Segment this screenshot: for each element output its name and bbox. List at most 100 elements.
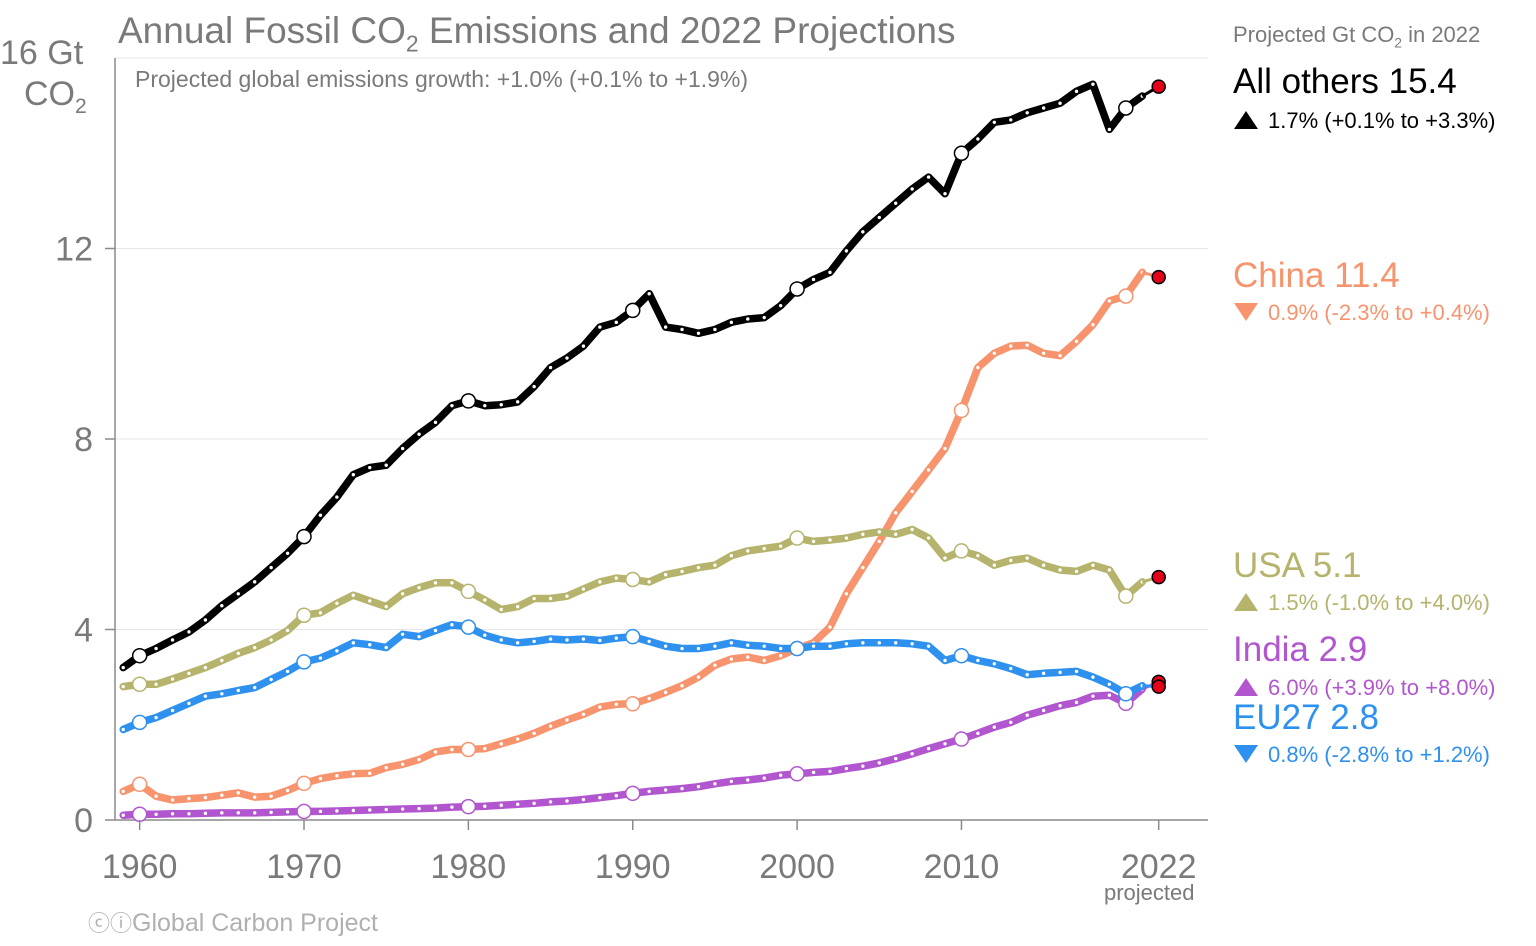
- data-point: [1091, 82, 1095, 86]
- highlight-point: [460, 741, 477, 758]
- data-point: [154, 715, 158, 720]
- data-point: [713, 663, 717, 667]
- data-point: [285, 788, 290, 793]
- data-point: [170, 798, 175, 802]
- legend-name-eu27: EU27 2.8: [1233, 698, 1379, 737]
- x-tick-label: 1970: [266, 848, 342, 886]
- data-point: [384, 645, 388, 650]
- data-point: [943, 556, 947, 560]
- data-point: [483, 633, 487, 637]
- data-point: [926, 175, 931, 179]
- data-point: [943, 446, 947, 451]
- data-point: [203, 694, 208, 698]
- data-point: [203, 795, 208, 800]
- data-point: [1058, 568, 1062, 572]
- data-point: [894, 641, 898, 645]
- data-point: [746, 643, 750, 647]
- data-point: [598, 705, 602, 709]
- series-line-china: [119, 268, 1147, 804]
- data-point: [532, 384, 536, 389]
- data-point: [450, 581, 454, 585]
- data-point: [1107, 682, 1112, 686]
- data-point: [400, 807, 405, 811]
- cc-license-icon: ⓒⓘ: [88, 911, 133, 936]
- data-point: [548, 365, 553, 370]
- data-point: [762, 546, 766, 551]
- data-point: [285, 551, 290, 555]
- data-point: [1107, 568, 1112, 572]
- data-point: [170, 677, 175, 681]
- data-point: [598, 638, 602, 643]
- data-point: [515, 802, 520, 806]
- data-point: [335, 601, 339, 606]
- highlight-point: [624, 785, 641, 802]
- data-point: [417, 806, 421, 811]
- chart-subtitle: Projected global emissions growth: +1.0%…: [135, 66, 749, 92]
- data-point: [400, 632, 405, 636]
- highlight-point: [953, 402, 970, 419]
- data-point: [499, 638, 503, 642]
- data-point: [910, 489, 914, 494]
- arrow-up-icon: [1234, 678, 1258, 696]
- data-point: [483, 403, 487, 408]
- series-eu27: [119, 619, 1166, 734]
- data-point: [926, 746, 931, 751]
- data-point: [515, 400, 520, 404]
- data-point: [269, 677, 273, 682]
- data-point: [368, 465, 372, 470]
- data-point: [861, 764, 865, 768]
- data-point: [1025, 713, 1029, 717]
- highlight-point: [789, 766, 805, 782]
- data-point: [943, 658, 947, 663]
- data-point: [368, 599, 372, 603]
- data-point: [269, 638, 273, 642]
- data-point: [253, 645, 257, 650]
- data-point: [565, 356, 569, 360]
- data-point: [680, 786, 684, 791]
- x-tick-label: 2022: [1121, 848, 1197, 886]
- data-point: [187, 671, 191, 676]
- data-point: [318, 611, 323, 615]
- data-point: [253, 795, 257, 799]
- data-point: [877, 539, 881, 544]
- data-point: [647, 789, 651, 794]
- data-point: [236, 791, 240, 795]
- data-point: [746, 317, 750, 321]
- data-point: [1009, 666, 1013, 671]
- data-point: [1025, 673, 1029, 677]
- legend-markers: [1234, 111, 1258, 763]
- data-point: [926, 536, 931, 540]
- data-point: [844, 766, 849, 771]
- data-point: [976, 658, 980, 663]
- data-point: [647, 292, 651, 296]
- data-point: [1074, 89, 1079, 94]
- data-point: [992, 563, 997, 567]
- data-point: [614, 576, 619, 580]
- data-point: [647, 639, 651, 644]
- data-point: [532, 639, 536, 644]
- data-point: [187, 630, 191, 634]
- data-point: [746, 549, 750, 553]
- data-point: [696, 675, 701, 679]
- data-point: [877, 530, 881, 534]
- data-point: [220, 692, 224, 696]
- data-point: [483, 598, 487, 602]
- data-point: [910, 642, 914, 646]
- data-point: [581, 587, 586, 591]
- data-point: [976, 137, 980, 141]
- highlight-point: [131, 806, 148, 823]
- data-point: [614, 320, 619, 325]
- y-axis-unit-co2: CO2: [24, 75, 87, 118]
- data-point: [1091, 675, 1095, 679]
- y-axis-unit: 16 Gt: [0, 34, 84, 72]
- data-point: [1107, 299, 1112, 303]
- data-point: [269, 810, 273, 815]
- data-point: [1091, 323, 1095, 327]
- data-point: [696, 565, 701, 570]
- projection-point-china: [1151, 269, 1166, 285]
- data-point: [335, 809, 339, 813]
- data-point: [121, 789, 125, 794]
- highlight-point: [789, 281, 805, 297]
- legend-name-usa: USA 5.1: [1233, 546, 1362, 585]
